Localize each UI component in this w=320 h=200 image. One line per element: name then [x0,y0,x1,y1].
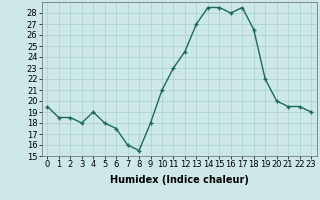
X-axis label: Humidex (Indice chaleur): Humidex (Indice chaleur) [110,175,249,185]
